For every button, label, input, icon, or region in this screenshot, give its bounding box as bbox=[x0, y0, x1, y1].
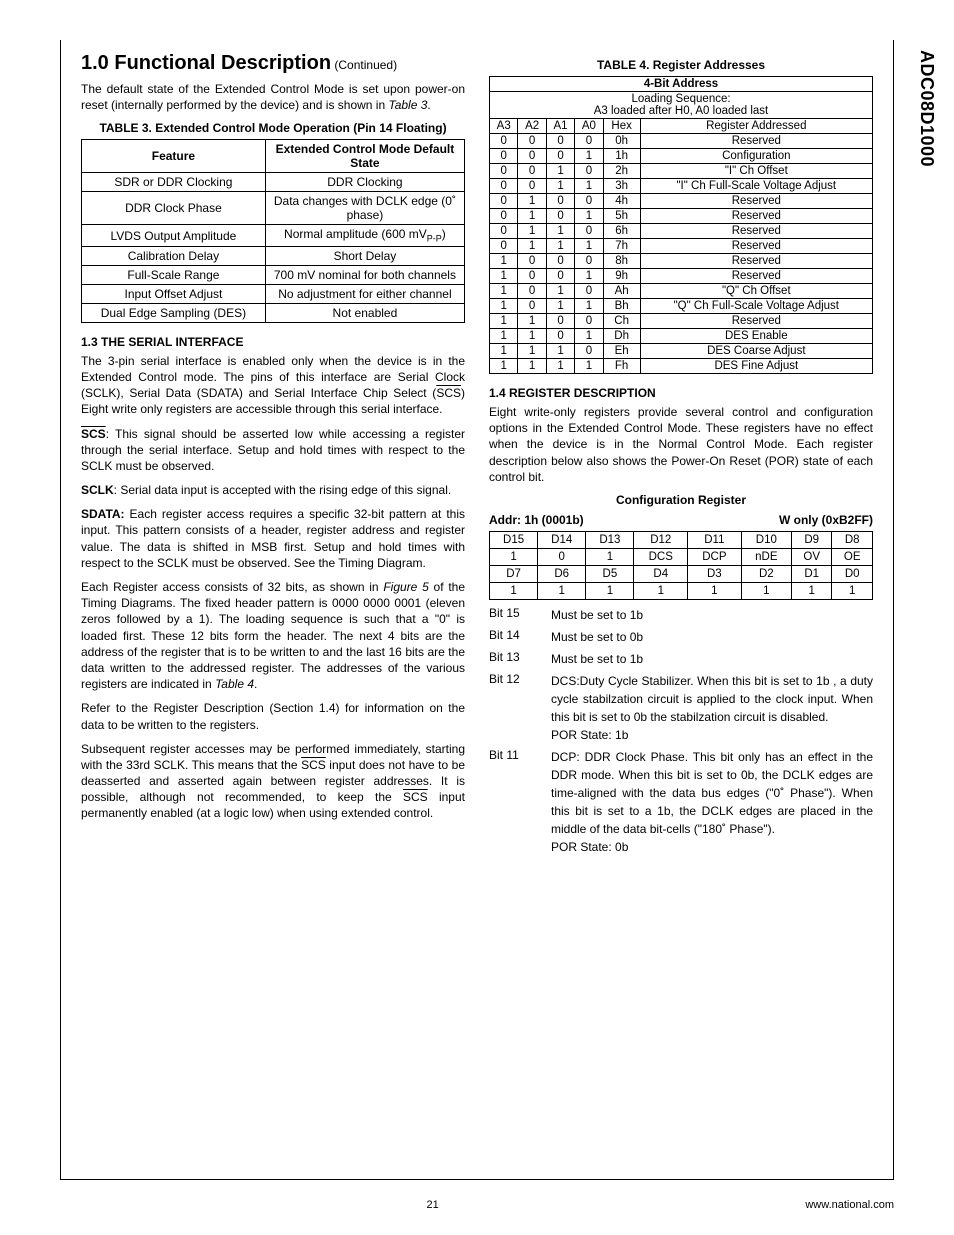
sec13-p5: Each Register access consists of 32 bits… bbox=[81, 579, 465, 692]
sec13-p3: SCLK: Serial data input is accepted with… bbox=[81, 482, 465, 498]
intro-paragraph: The default state of the Extended Contro… bbox=[81, 81, 465, 113]
page-number: 21 bbox=[427, 1199, 439, 1211]
t3-cell: DDR Clocking bbox=[265, 173, 464, 192]
table4-caption: TABLE 4. Register Addresses bbox=[489, 58, 873, 72]
t3-cell: SDR or DDR Clocking bbox=[82, 173, 266, 192]
t4-loading: Loading Sequence: A3 loaded after H0, A0… bbox=[490, 92, 873, 119]
content-frame: ADC08D1000 1.0 Functional Description (C… bbox=[60, 40, 894, 1180]
sec13-p7: Subsequent register accesses may be perf… bbox=[81, 741, 465, 822]
continued-label: (Continued) bbox=[334, 58, 397, 72]
bit-row: Bit 11DCP: DDR Clock Phase. This bit onl… bbox=[489, 748, 873, 856]
sec14-title: 1.4 REGISTER DESCRIPTION bbox=[489, 386, 873, 400]
intro-ref: Table 3 bbox=[388, 98, 427, 112]
sec13-title: 1.3 THE SERIAL INTERFACE bbox=[81, 335, 465, 349]
table3-caption: TABLE 3. Extended Control Mode Operation… bbox=[81, 121, 465, 135]
t3-cell: Normal amplitude (600 mVP-P) bbox=[265, 225, 464, 246]
sec13-p1: The 3-pin serial interface is enabled on… bbox=[81, 353, 465, 418]
t3-cell: Full-Scale Range bbox=[82, 265, 266, 284]
t4-head-4bit: 4-Bit Address bbox=[490, 77, 873, 92]
t4-col: Register Addressed bbox=[640, 119, 872, 134]
cfg-title: Configuration Register bbox=[489, 493, 873, 507]
t3-cell: Data changes with DCLK edge (0˚ phase) bbox=[265, 192, 464, 225]
sec13-p2: SCS: This signal should be asserted low … bbox=[81, 426, 465, 475]
cfg-table: D15D14D13D12D11D10D9D8 101DCSDCPnDEOVOE … bbox=[489, 531, 873, 600]
table3-head-feature: Feature bbox=[82, 140, 266, 173]
t3-cell: Short Delay bbox=[265, 246, 464, 265]
footer-url: www.national.com bbox=[805, 1199, 894, 1211]
right-column: TABLE 4. Register Addresses 4-Bit Addres… bbox=[489, 52, 873, 1179]
sec13-p4: SDATA: Each register access requires a s… bbox=[81, 506, 465, 571]
t3-cell: Dual Edge Sampling (DES) bbox=[82, 303, 266, 322]
bit-row: Bit 12DCS:Duty Cycle Stabilizer. When th… bbox=[489, 672, 873, 744]
bit-row: Bit 15Must be set to 1b bbox=[489, 606, 873, 624]
t4-col: A1 bbox=[546, 119, 574, 134]
sec13-p6: Refer to the Register Description (Secti… bbox=[81, 700, 465, 732]
table3-head-default: Extended Control Mode Default State bbox=[265, 140, 464, 173]
bit-descriptions: Bit 15Must be set to 1b Bit 14Must be se… bbox=[489, 606, 873, 856]
intro-end: . bbox=[427, 98, 430, 112]
t4-col: A3 bbox=[490, 119, 518, 134]
t3-cell: Not enabled bbox=[265, 303, 464, 322]
t3-cell: No adjustment for either channel bbox=[265, 284, 464, 303]
t3-cell: 700 mV nominal for both channels bbox=[265, 265, 464, 284]
t3-cell: Calibration Delay bbox=[82, 246, 266, 265]
t4-col: A2 bbox=[518, 119, 546, 134]
left-column: 1.0 Functional Description (Continued) T… bbox=[81, 52, 465, 1179]
section-heading: 1.0 Functional Description (Continued) bbox=[81, 52, 465, 75]
t4-col: Hex bbox=[603, 119, 640, 134]
bit-row: Bit 14Must be set to 0b bbox=[489, 628, 873, 646]
t3-cell: Input Offset Adjust bbox=[82, 284, 266, 303]
part-number-side-label: ADC08D1000 bbox=[916, 50, 937, 167]
page-footer: 21 www.national.com bbox=[60, 1199, 894, 1211]
section-title: 1.0 Functional Description bbox=[81, 52, 331, 74]
t4-col: A0 bbox=[575, 119, 603, 134]
table4: 4-Bit Address Loading Sequence: A3 loade… bbox=[489, 76, 873, 374]
bit-row: Bit 13Must be set to 1b bbox=[489, 650, 873, 668]
page: ADC08D1000 1.0 Functional Description (C… bbox=[0, 0, 954, 1235]
table3: Feature Extended Control Mode Default St… bbox=[81, 139, 465, 322]
t3-cell: LVDS Output Amplitude bbox=[82, 225, 266, 246]
cfg-header: Addr: 1h (0001b) W only (0xB2FF) bbox=[489, 513, 873, 527]
cfg-wonly: W only (0xB2FF) bbox=[779, 513, 873, 527]
cfg-addr: Addr: 1h (0001b) bbox=[489, 513, 584, 527]
sec14-p1: Eight write-only registers provide sever… bbox=[489, 404, 873, 485]
t3-cell: DDR Clock Phase bbox=[82, 192, 266, 225]
